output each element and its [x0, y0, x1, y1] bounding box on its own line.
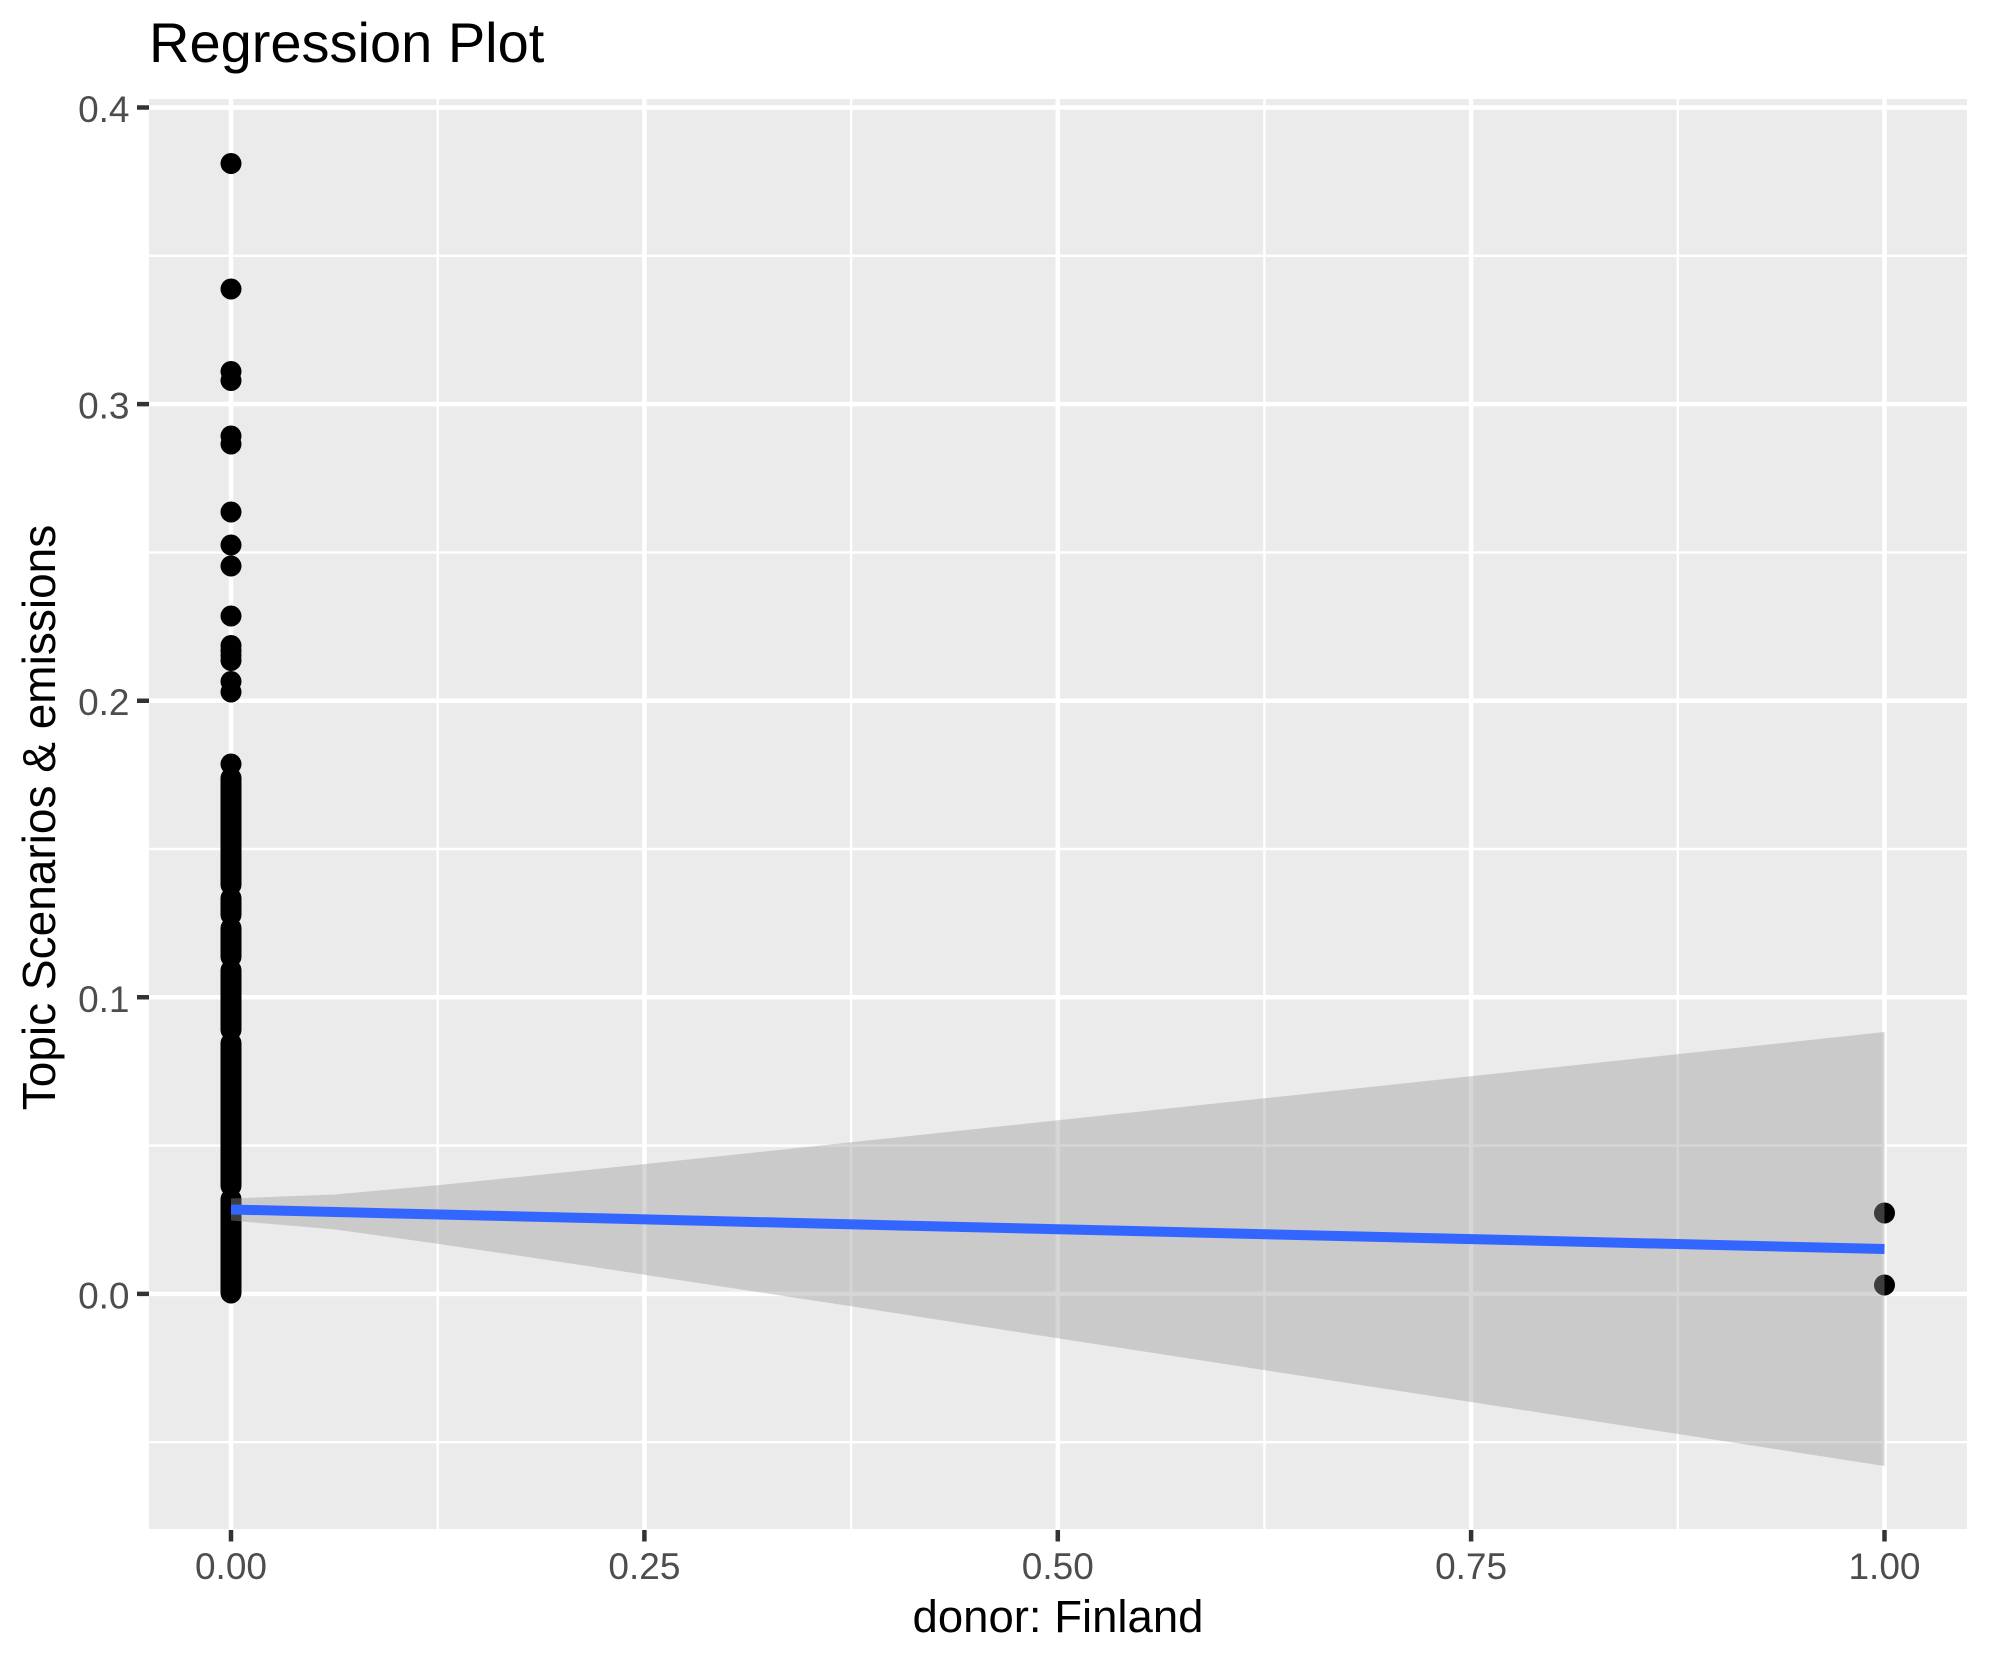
- svg-text:0.3: 0.3: [78, 386, 129, 427]
- svg-text:Regression Plot: Regression Plot: [149, 11, 545, 74]
- svg-text:0.50: 0.50: [1022, 1546, 1094, 1587]
- svg-text:donor: Finland: donor: Finland: [913, 1591, 1204, 1642]
- svg-text:0.75: 0.75: [1435, 1546, 1507, 1587]
- svg-text:0.2: 0.2: [78, 682, 129, 723]
- svg-text:0.00: 0.00: [195, 1546, 267, 1587]
- svg-text:0.1: 0.1: [78, 979, 129, 1020]
- svg-text:1.00: 1.00: [1848, 1546, 1920, 1587]
- svg-text:0.0: 0.0: [78, 1275, 129, 1316]
- svg-text:0.25: 0.25: [608, 1546, 680, 1587]
- svg-text:0.4: 0.4: [78, 89, 129, 130]
- svg-text:Topic Scenarios & emissions: Topic Scenarios & emissions: [13, 525, 65, 1110]
